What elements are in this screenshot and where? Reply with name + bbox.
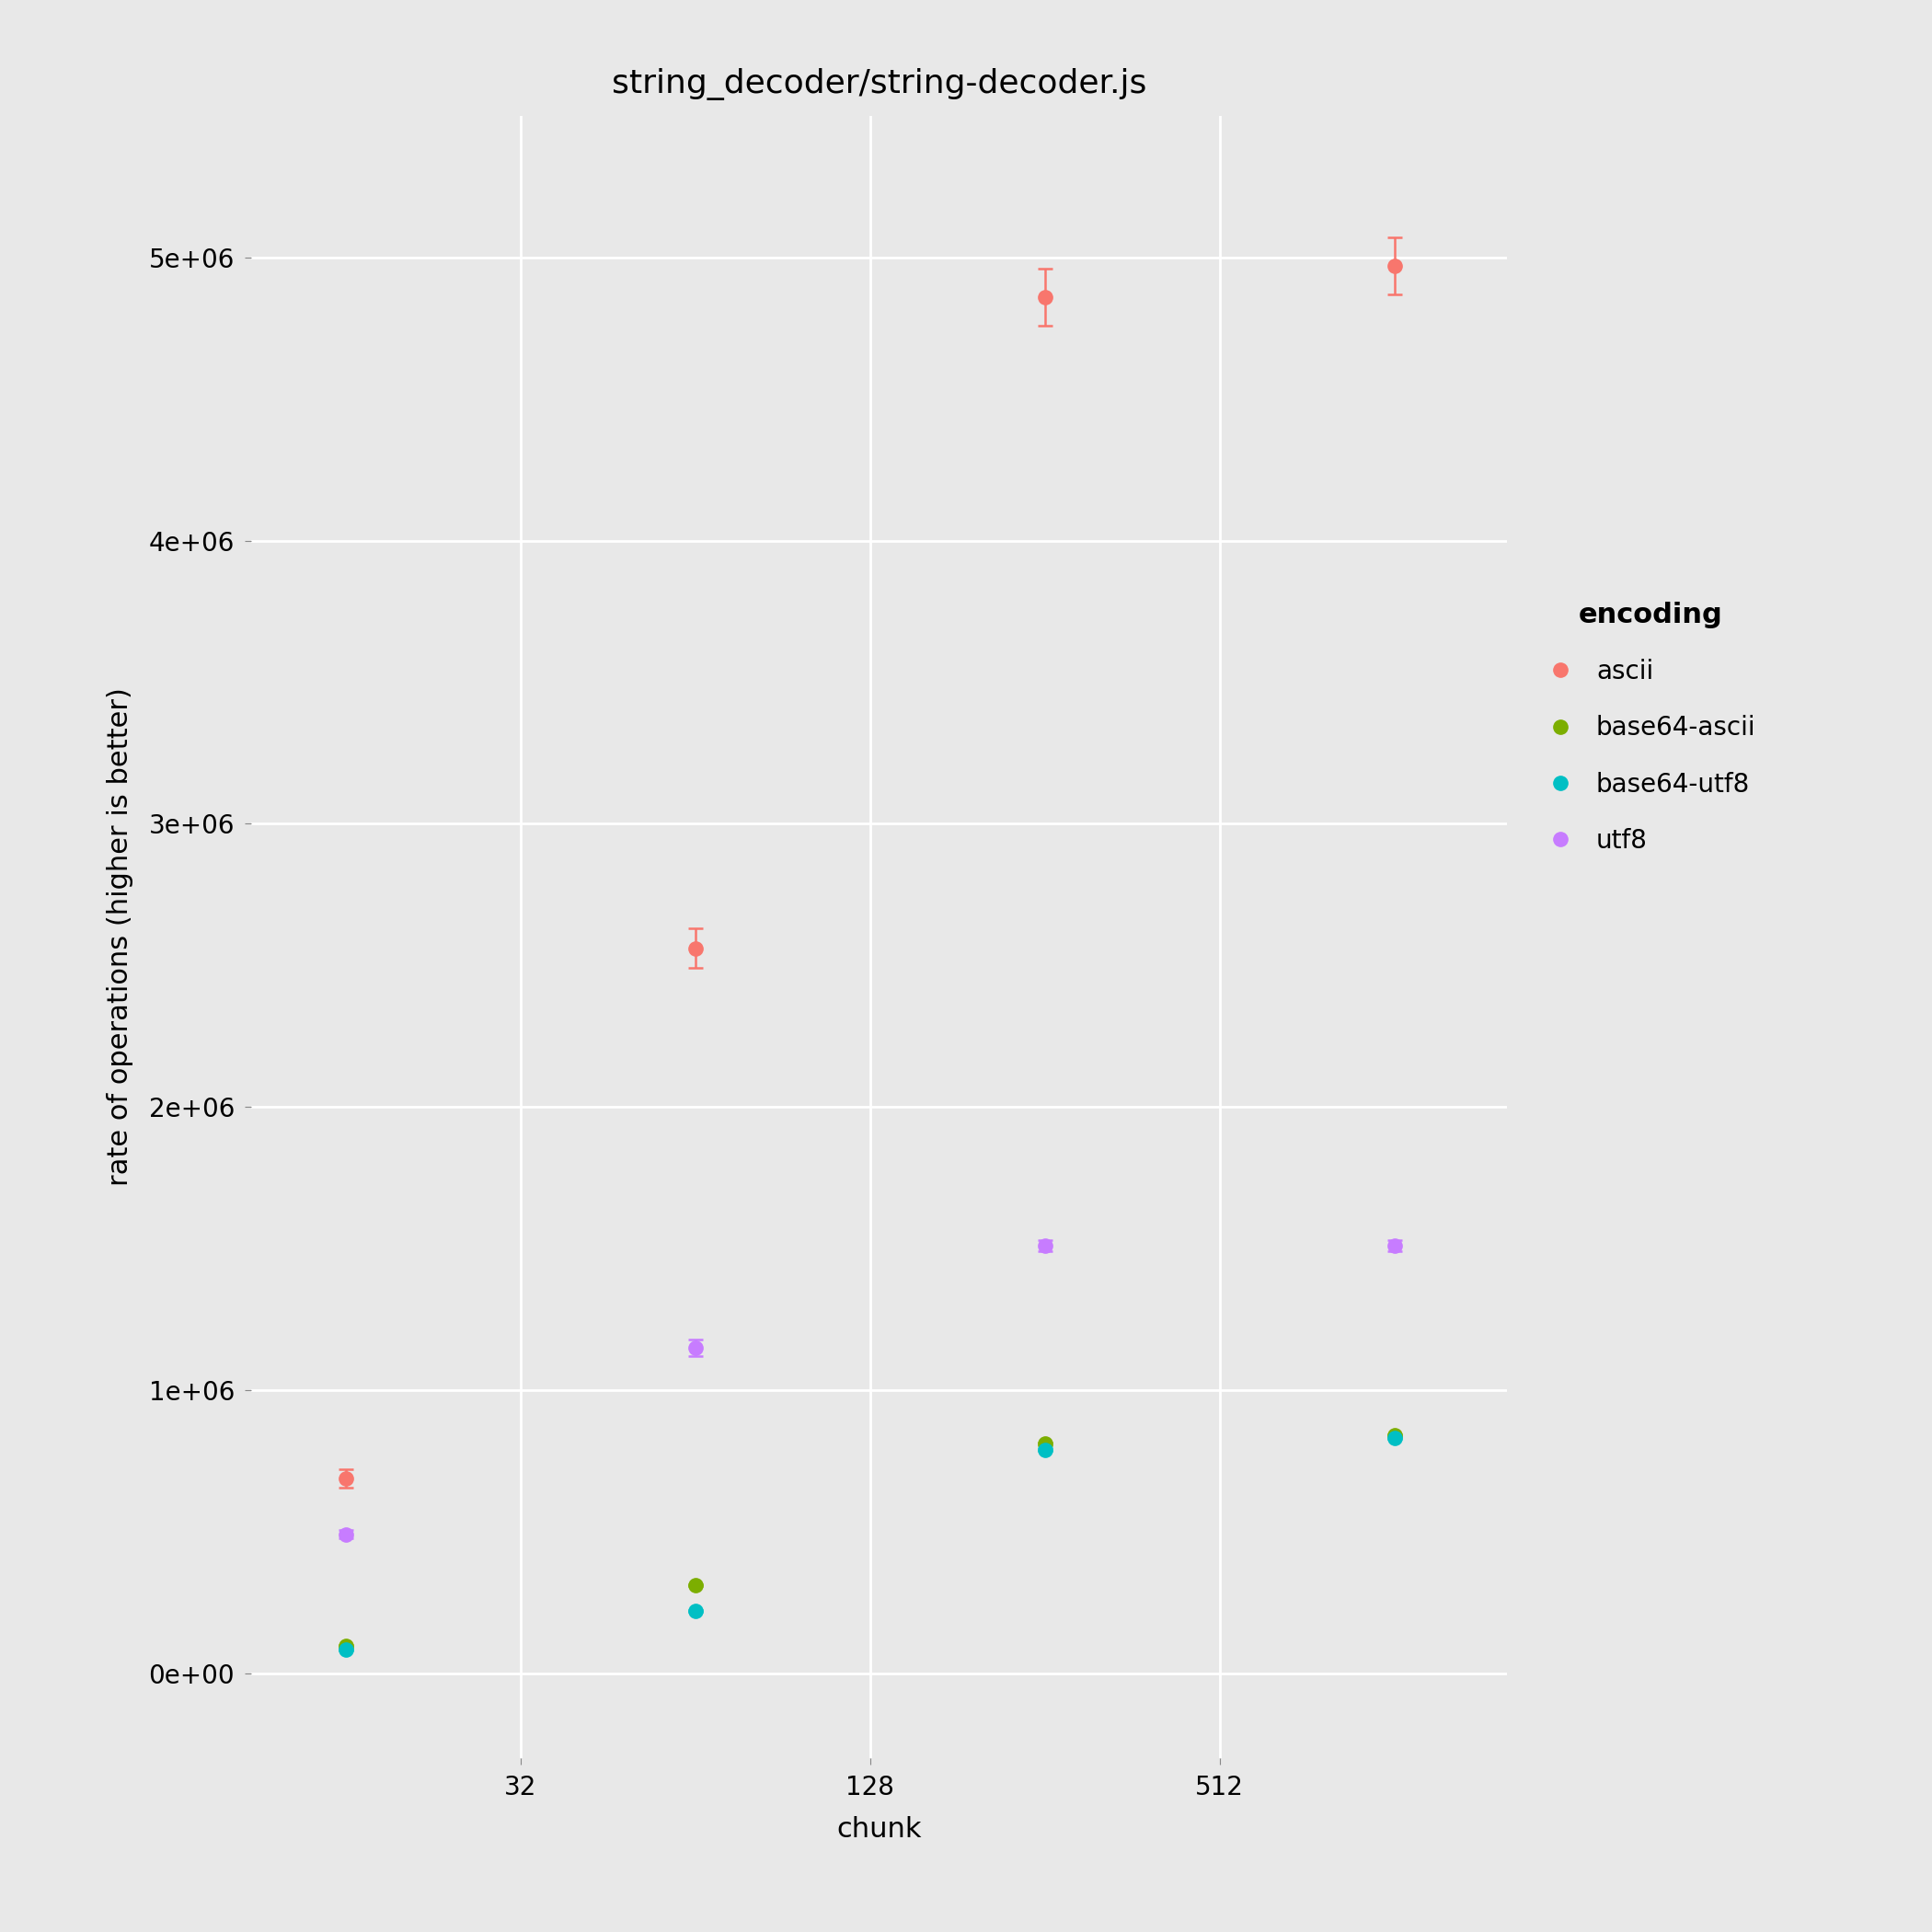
Y-axis label: rate of operations (higher is better): rate of operations (higher is better) <box>106 688 133 1186</box>
Legend: ascii, base64-ascii, base64-utf8, utf8: ascii, base64-ascii, base64-utf8, utf8 <box>1532 589 1768 866</box>
X-axis label: chunk: chunk <box>837 1816 922 1843</box>
Title: string_decoder/string-decoder.js: string_decoder/string-decoder.js <box>612 68 1146 100</box>
